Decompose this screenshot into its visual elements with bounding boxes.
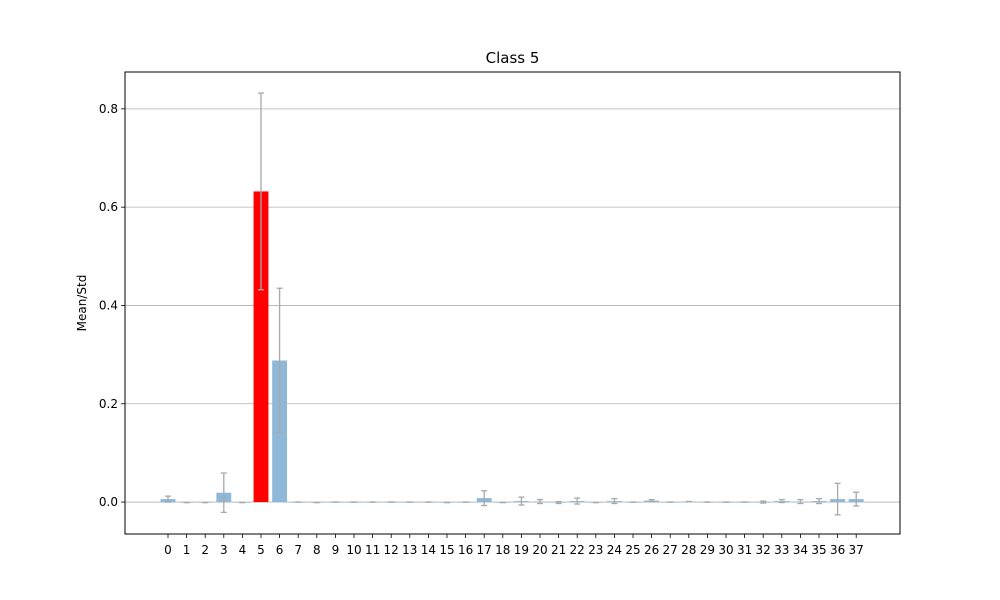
x-tick-label: 11 <box>365 543 380 557</box>
y-tick-label: 0.6 <box>99 200 118 214</box>
x-tick-label: 3 <box>220 543 228 557</box>
x-tick-label: 28 <box>681 543 696 557</box>
x-tick-label: 17 <box>477 543 492 557</box>
x-tick-label: 20 <box>532 543 547 557</box>
x-tick-label: 21 <box>551 543 566 557</box>
plot-frame <box>124 71 901 535</box>
y-tick-label: 0.2 <box>99 397 118 411</box>
x-tick-label: 35 <box>811 543 826 557</box>
x-tick-label: 8 <box>313 543 321 557</box>
bars <box>160 191 864 503</box>
x-tick-label: 23 <box>588 543 603 557</box>
error-bar <box>797 498 804 505</box>
x-tick-label: 6 <box>276 543 284 557</box>
x-tick-label: 5 <box>257 543 265 557</box>
error-bar <box>778 498 785 504</box>
error-bar <box>760 500 767 504</box>
error-bar <box>853 491 860 507</box>
x-tick-label: 19 <box>514 543 529 557</box>
x-tick-label: 14 <box>421 543 436 557</box>
x-tick-label: 24 <box>607 543 622 557</box>
error-bar <box>816 497 822 505</box>
error-bar <box>276 287 283 434</box>
x-tick-label: 9 <box>332 543 340 557</box>
error-bars <box>165 92 860 516</box>
error-bar <box>220 472 227 514</box>
x-tick-label: 26 <box>644 543 659 557</box>
error-bar <box>518 496 525 506</box>
error-bar <box>481 490 488 507</box>
error-bar <box>834 482 841 516</box>
y-tick-label: 0.8 <box>99 102 118 116</box>
x-tick-label: 13 <box>402 543 417 557</box>
y-tick-label: 0.0 <box>99 495 118 509</box>
x-tick-label: 30 <box>718 543 733 557</box>
x-tick-label: 29 <box>700 543 715 557</box>
x-tick-label: 12 <box>384 543 399 557</box>
error-bar <box>258 92 264 291</box>
error-bar <box>648 498 655 503</box>
error-bar <box>574 497 581 505</box>
x-tick-label: 18 <box>495 543 510 557</box>
x-tick-label: 15 <box>439 543 454 557</box>
x-tick-label: 22 <box>570 543 585 557</box>
y-axis-label: Mean/Std <box>75 275 89 332</box>
error-bar <box>555 500 562 505</box>
x-tick-label: 4 <box>239 543 247 557</box>
y-tick-label: 0.4 <box>99 298 118 312</box>
x-tick-label: 10 <box>346 543 361 557</box>
x-tick-label: 27 <box>663 543 678 557</box>
bar <box>253 191 269 503</box>
grid-lines <box>125 108 900 503</box>
x-tick-label: 33 <box>774 543 789 557</box>
x-tick-label: 0 <box>164 543 172 557</box>
x-axis: 0 1 2 3 4 5 6 7 8 9 10 11 12 13 14 15 16 17 18 19 20 21 22 23 24… <box>164 534 864 557</box>
x-tick-label: 31 <box>737 543 752 557</box>
error-bar <box>611 497 618 505</box>
x-tick-label: 36 <box>830 543 845 557</box>
x-tick-label: 1 <box>183 543 191 557</box>
chart-title: Class 5 <box>486 49 540 67</box>
error-bar <box>537 498 543 505</box>
x-tick-label: 37 <box>849 543 864 557</box>
error-bar <box>165 495 171 503</box>
x-tick-label: 16 <box>458 543 473 557</box>
x-tick-label: 25 <box>625 543 640 557</box>
x-tick-label: 2 <box>201 543 209 557</box>
x-tick-label: 32 <box>756 543 771 557</box>
y-axis: 0.0 0.2 0.4 0.6 0.8 <box>99 102 125 509</box>
x-tick-label: 34 <box>793 543 808 557</box>
x-tick-label: 7 <box>294 543 302 557</box>
